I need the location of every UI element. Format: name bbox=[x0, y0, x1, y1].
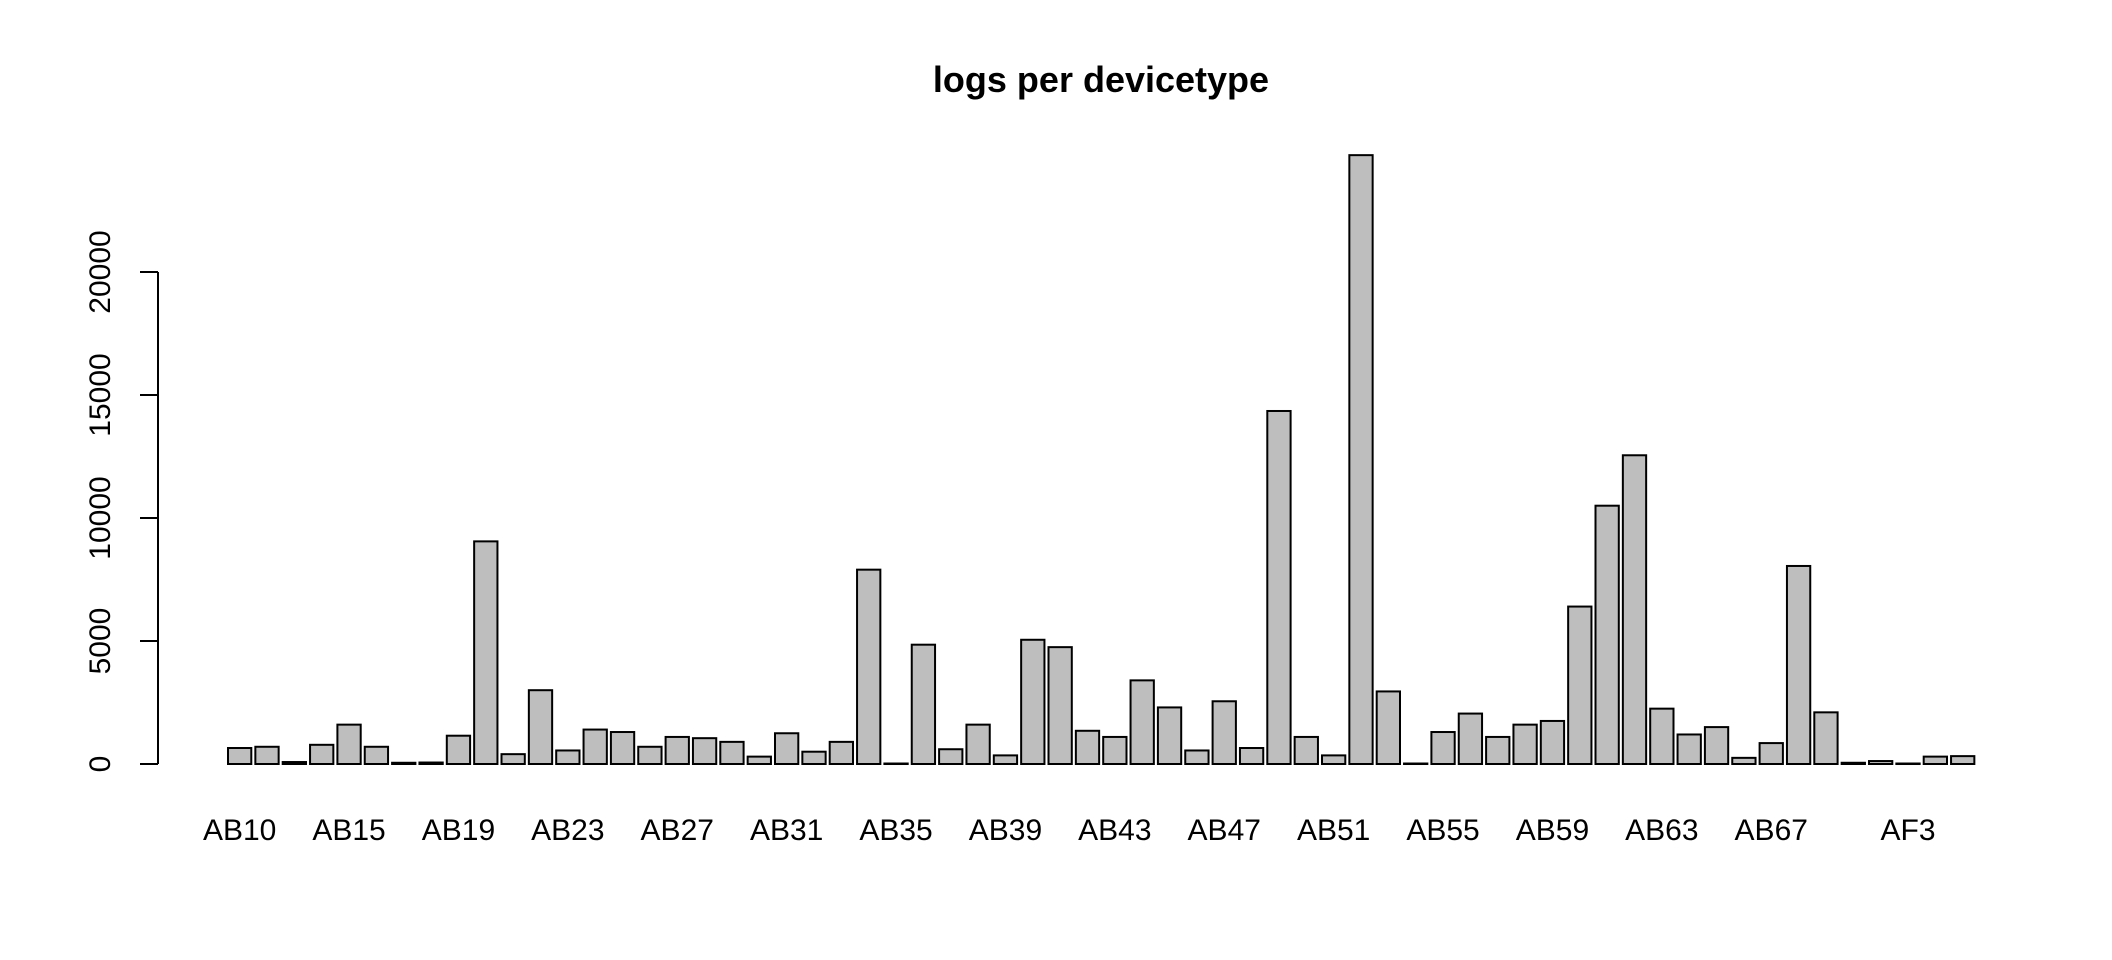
bar bbox=[1047, 646, 1073, 766]
bar bbox=[254, 745, 280, 766]
bar bbox=[1403, 762, 1429, 766]
y-tick-label: 0 bbox=[84, 756, 117, 773]
bar bbox=[1348, 154, 1374, 765]
bar bbox=[883, 762, 909, 766]
bar bbox=[1238, 747, 1265, 766]
bar bbox=[1621, 454, 1648, 765]
bar bbox=[1512, 723, 1538, 766]
bar bbox=[500, 753, 526, 765]
bar bbox=[664, 735, 690, 766]
bar bbox=[1156, 706, 1183, 765]
bar bbox=[1074, 729, 1101, 765]
bar bbox=[1840, 761, 1866, 766]
chart-title: logs per devicetype bbox=[933, 59, 1269, 100]
x-tick-label: AB59 bbox=[1516, 814, 1589, 847]
bar bbox=[582, 728, 608, 765]
x-tick-label: AB27 bbox=[641, 814, 714, 847]
x-tick-label: AB23 bbox=[531, 814, 604, 847]
bar bbox=[1539, 719, 1566, 766]
bar bbox=[856, 568, 882, 765]
x-tick-label: AF3 bbox=[1880, 814, 1935, 847]
bar bbox=[1758, 742, 1784, 766]
bar bbox=[1129, 679, 1155, 765]
y-tick-label: 20000 bbox=[84, 230, 117, 313]
bar bbox=[1868, 760, 1894, 765]
bar bbox=[1375, 690, 1401, 765]
bar bbox=[1731, 756, 1757, 765]
bar bbox=[910, 643, 937, 765]
bar bbox=[555, 749, 581, 765]
bar bbox=[227, 747, 253, 766]
bar bbox=[1485, 735, 1511, 766]
bar bbox=[1266, 409, 1292, 765]
bar bbox=[1020, 638, 1046, 766]
y-tick-label: 10000 bbox=[84, 476, 117, 559]
bar bbox=[1102, 735, 1128, 766]
x-tick-labels: AB10 AB15 AB19 AB23 AB27 AB31 AB35 AB39 AB43 AB47… bbox=[203, 814, 1936, 847]
x-tick-label: AB55 bbox=[1406, 814, 1479, 847]
bar bbox=[1676, 733, 1702, 765]
bar bbox=[1813, 711, 1839, 766]
x-tick-label: AB10 bbox=[203, 814, 276, 847]
x-tick-label: AB43 bbox=[1078, 814, 1151, 847]
bar bbox=[1567, 605, 1593, 765]
bar bbox=[828, 740, 855, 765]
bar bbox=[363, 745, 390, 766]
bar bbox=[1293, 735, 1319, 766]
bar bbox=[473, 540, 499, 765]
bar bbox=[801, 750, 827, 766]
x-tick-label: AB63 bbox=[1625, 814, 1698, 847]
bar bbox=[418, 761, 444, 766]
x-tick-label: AB35 bbox=[859, 814, 932, 847]
bar bbox=[774, 732, 800, 765]
bars bbox=[227, 154, 1976, 766]
bar bbox=[1649, 707, 1675, 766]
bar bbox=[281, 761, 308, 766]
bar bbox=[1321, 754, 1347, 766]
bar bbox=[1211, 700, 1237, 766]
x-tick-label: AB47 bbox=[1188, 814, 1261, 847]
bar bbox=[938, 748, 964, 765]
bar bbox=[1457, 712, 1484, 766]
bar bbox=[746, 755, 772, 765]
bar bbox=[1594, 504, 1620, 765]
bar bbox=[1184, 749, 1210, 765]
bar bbox=[1430, 731, 1456, 766]
x-tick-label: AB67 bbox=[1735, 814, 1808, 847]
bar bbox=[719, 740, 745, 765]
bar bbox=[445, 734, 472, 766]
bar bbox=[637, 745, 663, 766]
bar bbox=[1950, 755, 1976, 766]
bar bbox=[309, 743, 335, 765]
bar bbox=[391, 761, 417, 766]
bar bbox=[527, 689, 554, 766]
x-tick-label: AB15 bbox=[312, 814, 385, 847]
bar bbox=[1785, 564, 1812, 765]
x-tick-label: AB39 bbox=[969, 814, 1042, 847]
bar bbox=[609, 731, 636, 766]
bar bbox=[965, 723, 991, 766]
bar bbox=[1895, 762, 1921, 766]
bar bbox=[992, 754, 1019, 766]
bar bbox=[336, 723, 362, 766]
x-tick-label: AB31 bbox=[750, 814, 823, 847]
x-tick-label: AB51 bbox=[1297, 814, 1370, 847]
bar bbox=[1703, 726, 1730, 765]
x-tick-label: AB19 bbox=[422, 814, 495, 847]
y-axis: 0 5000 10000 15000 20000 bbox=[84, 230, 159, 773]
y-tick-label: 15000 bbox=[84, 353, 117, 436]
bar bbox=[691, 737, 718, 765]
bar bbox=[1922, 755, 1948, 765]
y-tick-label: 5000 bbox=[84, 608, 117, 675]
